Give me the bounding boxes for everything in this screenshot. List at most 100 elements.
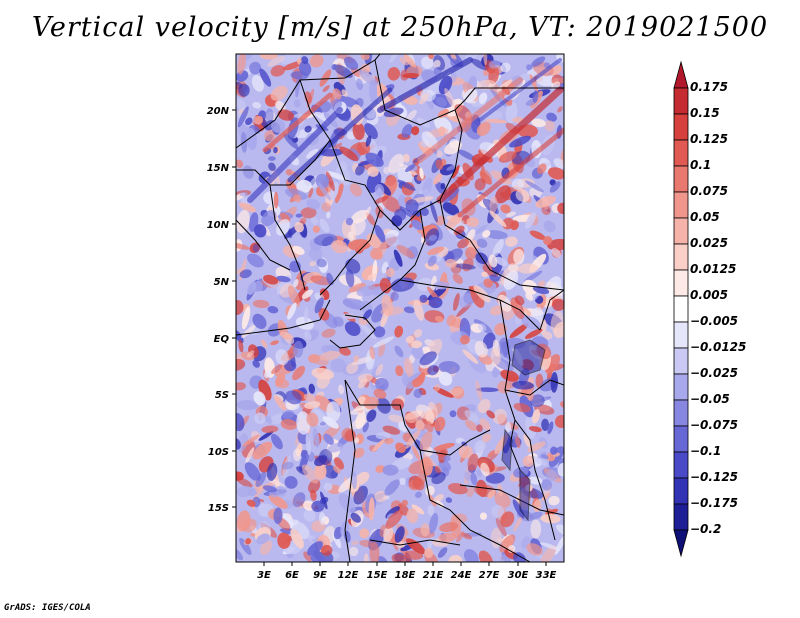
field-blob xyxy=(483,278,493,288)
field-blob xyxy=(487,489,496,499)
field-blob xyxy=(474,340,488,358)
field-blob xyxy=(494,491,511,508)
lat-tick-label: 5N xyxy=(214,277,230,288)
field-blob xyxy=(525,180,544,193)
field-blob xyxy=(249,61,262,75)
field-blob xyxy=(236,98,246,111)
field-blob xyxy=(517,263,538,274)
field-blob xyxy=(467,453,479,472)
field-blob xyxy=(389,54,402,63)
field-blob xyxy=(309,54,324,68)
field-blob xyxy=(492,239,504,257)
field-blob xyxy=(394,526,405,543)
field-blob xyxy=(560,401,564,408)
colorbar-label: 0.025 xyxy=(690,236,728,250)
field-blob xyxy=(288,285,300,308)
field-blob xyxy=(271,118,286,133)
field-blob xyxy=(286,343,296,359)
lat-tick-label: 15N xyxy=(207,163,230,174)
field-blob xyxy=(258,431,274,441)
lakes xyxy=(501,339,546,522)
field-blob xyxy=(507,263,519,273)
colorbar-swatch xyxy=(673,165,689,193)
field-blob xyxy=(347,239,372,251)
field-blob xyxy=(476,121,491,136)
field-blob xyxy=(428,512,439,534)
field-blob xyxy=(405,199,419,213)
field-blob xyxy=(353,355,360,363)
field-blob xyxy=(367,273,377,281)
field-blob xyxy=(549,446,558,455)
lon-tick-label: 21E xyxy=(423,570,444,581)
field-blob xyxy=(310,216,319,225)
field-blob xyxy=(513,249,525,265)
field-blob xyxy=(279,331,293,340)
field-blob xyxy=(421,56,434,69)
field-blob xyxy=(268,156,276,161)
field-blob xyxy=(384,233,399,247)
field-blob xyxy=(399,477,407,486)
colorbar-label: 0.125 xyxy=(690,132,728,146)
field-blob xyxy=(427,365,439,376)
field-blob xyxy=(381,294,393,317)
field-blob xyxy=(421,346,431,354)
field-blob xyxy=(523,270,543,283)
field-blob xyxy=(290,71,309,80)
field-blob xyxy=(301,464,319,484)
field-blob xyxy=(316,372,331,389)
field-blob xyxy=(453,225,465,236)
field-blob xyxy=(236,400,259,411)
field-blob xyxy=(356,285,378,297)
field-blob xyxy=(456,531,465,543)
colorbar-swatch xyxy=(673,139,689,167)
field-blob xyxy=(353,447,365,459)
field-blob xyxy=(421,177,433,199)
field-blob xyxy=(554,414,564,429)
lon-tick-label: 6E xyxy=(285,570,299,581)
field-blob xyxy=(276,219,290,236)
field-blob xyxy=(385,267,395,278)
field-blob xyxy=(372,336,395,348)
field-blob xyxy=(553,158,564,169)
field-blob xyxy=(388,153,405,174)
field-blob xyxy=(335,182,344,204)
field-blob xyxy=(292,365,306,381)
field-blob xyxy=(425,409,435,425)
colorbar-swatch xyxy=(673,373,689,401)
field-blob xyxy=(360,323,376,340)
field-blob xyxy=(342,298,367,310)
field-blob xyxy=(309,261,317,267)
velocity-field xyxy=(236,54,564,562)
field-blob xyxy=(292,245,305,255)
field-blob xyxy=(411,126,420,136)
field-blob xyxy=(241,324,257,339)
field-blob xyxy=(332,316,344,327)
field-blob xyxy=(539,542,560,551)
field-blob xyxy=(289,260,301,273)
field-blob xyxy=(270,433,283,450)
field-blob xyxy=(349,546,359,557)
field-blob xyxy=(253,391,266,406)
field-blob xyxy=(490,527,502,549)
field-blob xyxy=(444,88,456,108)
field-blob xyxy=(245,538,252,545)
field-blob xyxy=(363,553,369,562)
field-blob xyxy=(349,417,368,430)
field-blob xyxy=(322,416,339,429)
field-blob xyxy=(285,169,293,176)
field-blob xyxy=(359,528,370,539)
lon-tick-label: 12E xyxy=(338,570,359,581)
field-blob xyxy=(463,88,478,103)
field-blob xyxy=(500,511,515,528)
field-blob xyxy=(356,78,364,91)
field-blob xyxy=(419,167,424,180)
field-blob xyxy=(366,233,381,248)
field-blob xyxy=(512,380,534,390)
field-blob xyxy=(446,314,457,327)
field-blob xyxy=(346,362,359,374)
field-blob xyxy=(293,279,299,288)
field-blob xyxy=(369,346,375,360)
field-blob xyxy=(397,179,416,191)
field-blob xyxy=(390,291,399,301)
